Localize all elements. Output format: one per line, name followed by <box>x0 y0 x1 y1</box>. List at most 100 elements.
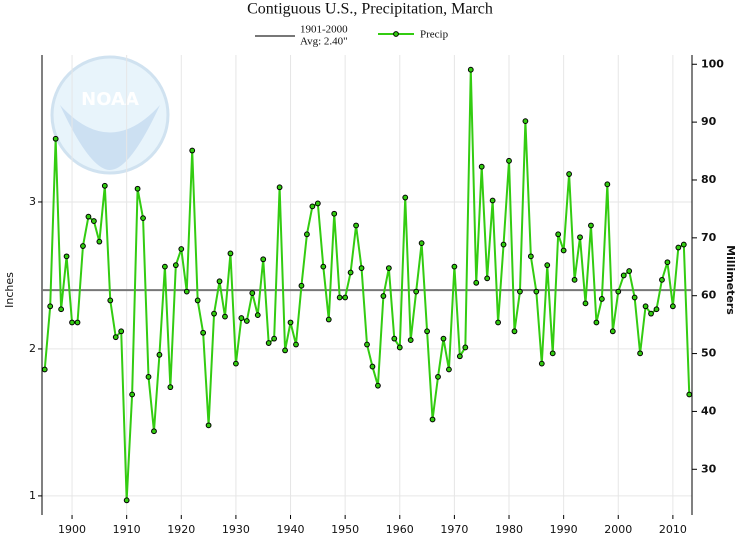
data-point <box>549 350 556 357</box>
x-tick-label: 2000 <box>604 523 632 536</box>
data-point <box>118 328 125 335</box>
data-point <box>336 294 343 301</box>
data-point <box>151 428 157 435</box>
data-point <box>178 246 185 252</box>
logo-circle <box>50 55 170 175</box>
data-point <box>189 147 196 154</box>
data-point <box>517 288 523 295</box>
data-point <box>637 350 644 357</box>
y2-tick-label: 50 <box>701 347 717 360</box>
x-tick-label: 1900 <box>58 523 86 536</box>
y2-tick-label: 40 <box>701 404 717 417</box>
data-point <box>140 215 146 222</box>
data-point <box>456 353 463 360</box>
data-point <box>205 422 212 429</box>
data-point <box>233 360 239 367</box>
data-point <box>200 329 207 336</box>
data-point <box>451 263 458 270</box>
legend-label: 1901-2000 <box>300 24 348 36</box>
logo: NOAA <box>50 55 170 175</box>
data-point <box>435 373 441 380</box>
data-point <box>577 234 583 241</box>
data-point <box>571 276 578 283</box>
data-point <box>47 303 54 310</box>
data-point <box>63 253 70 260</box>
chart-title: Contiguous U.S., Precipitation, March <box>247 1 493 18</box>
y-axis-label: Inches <box>3 272 16 308</box>
logo-shape <box>60 105 160 170</box>
data-point <box>680 241 687 248</box>
data-point <box>293 341 299 348</box>
data-point <box>626 268 633 274</box>
data-point <box>325 316 332 323</box>
x-tick-label: 2010 <box>659 523 687 536</box>
data-point <box>631 294 638 301</box>
data-point <box>375 382 381 389</box>
data-point <box>167 384 174 391</box>
data-point <box>342 294 349 301</box>
data-point <box>506 157 512 164</box>
data-point <box>467 66 474 73</box>
x-tick-label: 1910 <box>113 523 141 536</box>
data-point <box>527 253 534 260</box>
data-point <box>533 288 540 295</box>
data-point <box>413 288 420 295</box>
y2-tick-label: 60 <box>701 289 717 302</box>
y2-tick-label: 80 <box>701 173 717 186</box>
data-point <box>538 360 545 367</box>
data-point <box>669 303 676 310</box>
x-tick-label: 1940 <box>277 523 305 536</box>
data-point <box>364 341 370 348</box>
data-point <box>369 363 376 370</box>
data-point <box>287 319 294 326</box>
data-point <box>276 184 283 191</box>
data-point <box>418 240 425 247</box>
data-point <box>648 310 654 317</box>
data-point <box>396 344 403 351</box>
data-point <box>161 263 168 270</box>
data-point <box>134 185 141 192</box>
data-point <box>85 213 92 220</box>
y2-tick-label: 100 <box>701 57 724 70</box>
data-point <box>123 497 130 504</box>
data-point <box>380 293 387 299</box>
data-point <box>500 241 507 248</box>
data-point <box>642 303 649 310</box>
data-point <box>69 319 75 326</box>
data-point <box>282 347 288 354</box>
y-tick-label: 2 <box>29 342 36 355</box>
data-point <box>41 366 48 373</box>
data-point <box>298 282 305 289</box>
data-point <box>194 297 201 304</box>
data-point <box>309 203 316 210</box>
legend-label: Precip <box>420 29 449 41</box>
data-point <box>424 328 430 335</box>
data-point <box>80 243 86 249</box>
data-point <box>478 163 485 170</box>
data-point <box>265 340 272 346</box>
data-point <box>52 135 59 142</box>
data-point <box>659 276 665 283</box>
y2-tick-label: 90 <box>701 115 717 128</box>
data-point <box>653 306 660 313</box>
data-point <box>462 344 469 351</box>
data-point <box>593 319 600 326</box>
data-point <box>271 335 278 342</box>
y2-axis-label: Millimeters <box>724 245 737 315</box>
data-point <box>686 391 693 398</box>
data-point <box>304 231 310 238</box>
legend-label: Avg: 2.40" <box>300 36 348 48</box>
data-point <box>314 200 321 207</box>
data-point <box>560 247 567 254</box>
data-point <box>484 275 491 282</box>
data-point <box>675 244 682 251</box>
data-point <box>260 256 267 263</box>
data-point <box>227 250 234 257</box>
data-point <box>598 296 605 302</box>
data-point <box>555 231 562 238</box>
data-point <box>183 288 190 295</box>
data-point <box>489 197 496 204</box>
data-point <box>473 279 480 286</box>
data-point <box>407 337 414 344</box>
